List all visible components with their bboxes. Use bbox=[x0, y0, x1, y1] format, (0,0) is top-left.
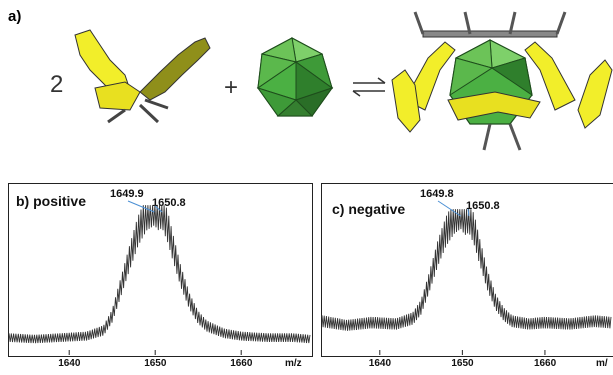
stoichiometric-coefficient: 2 bbox=[50, 71, 64, 98]
peak-label-b1: 1649.9 bbox=[110, 188, 144, 200]
ligand-linker bbox=[138, 103, 160, 124]
x-axis-unit-label: m/z bbox=[285, 358, 302, 369]
spectrum-line-c bbox=[321, 209, 612, 331]
x-tick-label: 1650 bbox=[144, 358, 167, 369]
x-tick-label: 1640 bbox=[368, 358, 392, 369]
host-guest-complex bbox=[391, 11, 613, 151]
ligand-molecule bbox=[74, 29, 211, 124]
peak-label-c1: 1649.8 bbox=[420, 188, 454, 200]
spectrum-frame-positive bbox=[8, 183, 313, 357]
plus-sign: + bbox=[224, 74, 239, 101]
peak-leader-b1 bbox=[127, 200, 155, 213]
x-tick-label: 1640 bbox=[58, 358, 81, 369]
peak-label-c2: 1650.8 bbox=[466, 200, 500, 212]
peak-leader-b2 bbox=[154, 205, 163, 213]
x-tick-label: 1660 bbox=[230, 358, 253, 369]
x-tick-label: 1650 bbox=[451, 358, 474, 369]
peak-leader-c2 bbox=[467, 208, 470, 217]
peak-leader-c1 bbox=[437, 200, 461, 217]
ligand-arm-olive bbox=[139, 37, 211, 101]
icosahedral-cluster bbox=[256, 37, 334, 117]
x-axis-unit-label: m/ bbox=[596, 358, 608, 369]
panel-a-label: a) bbox=[8, 8, 22, 25]
equilibrium-arrows bbox=[352, 77, 386, 97]
ligand-linker bbox=[144, 98, 169, 110]
panel-c-label: c) negative bbox=[332, 201, 406, 217]
ligand-linker bbox=[107, 108, 126, 124]
spectrum-line-b bbox=[8, 205, 311, 344]
ligand-ring-yellow bbox=[94, 81, 141, 111]
peak-label-b2: 1650.8 bbox=[152, 197, 186, 209]
panel-b-label: b) positive bbox=[16, 193, 87, 209]
x-tick-label: 1660 bbox=[533, 358, 557, 369]
